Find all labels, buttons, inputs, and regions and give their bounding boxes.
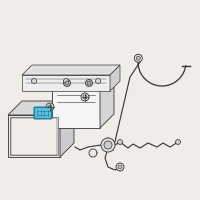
FancyBboxPatch shape [34, 107, 52, 119]
Circle shape [87, 81, 91, 85]
Circle shape [64, 78, 68, 84]
Circle shape [118, 165, 122, 169]
Circle shape [118, 140, 122, 144]
Circle shape [176, 140, 180, 144]
Polygon shape [60, 101, 74, 157]
Circle shape [96, 78, 101, 84]
Polygon shape [8, 115, 60, 157]
Polygon shape [10, 117, 58, 155]
Polygon shape [100, 76, 114, 128]
Polygon shape [8, 101, 74, 115]
Circle shape [48, 105, 52, 109]
Circle shape [64, 79, 70, 86]
Polygon shape [22, 65, 120, 75]
Circle shape [81, 93, 89, 101]
Polygon shape [52, 76, 114, 90]
Circle shape [46, 103, 54, 111]
Circle shape [104, 141, 112, 149]
Circle shape [134, 54, 142, 62]
Circle shape [136, 56, 140, 60]
Polygon shape [52, 90, 100, 128]
Polygon shape [22, 75, 110, 91]
Polygon shape [11, 118, 57, 155]
Circle shape [65, 81, 69, 85]
Circle shape [101, 138, 115, 152]
Circle shape [116, 163, 124, 171]
Circle shape [86, 79, 92, 86]
Circle shape [32, 78, 36, 84]
Polygon shape [110, 65, 120, 91]
Circle shape [83, 95, 87, 99]
